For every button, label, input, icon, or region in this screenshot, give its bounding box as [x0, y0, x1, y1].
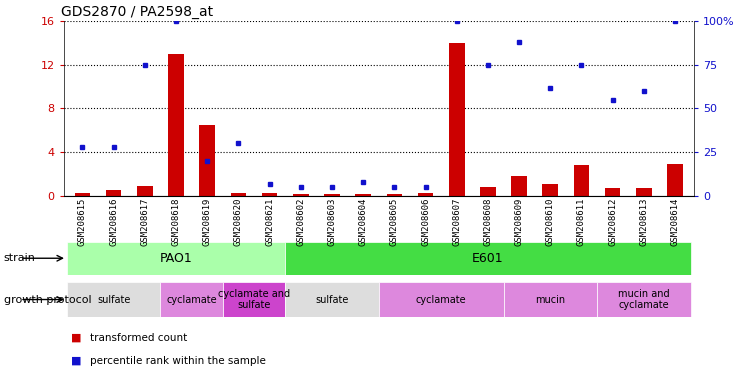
Bar — [668, 164, 682, 196]
Bar — [636, 188, 652, 196]
Bar — [597, 282, 691, 317]
Bar — [64, 196, 694, 201]
Bar — [230, 192, 246, 196]
Text: cyclamate: cyclamate — [166, 295, 217, 305]
Bar — [386, 194, 402, 196]
Text: cyclamate and
sulfate: cyclamate and sulfate — [218, 289, 290, 310]
Bar — [293, 194, 308, 196]
Bar — [503, 282, 597, 317]
Bar — [223, 282, 285, 317]
Text: strain: strain — [4, 253, 36, 263]
Bar — [480, 187, 496, 196]
Bar — [75, 192, 90, 196]
Text: sulfate: sulfate — [315, 295, 349, 305]
Text: mucin and
cyclamate: mucin and cyclamate — [618, 289, 670, 310]
Bar — [285, 282, 379, 317]
Bar — [106, 190, 122, 196]
Bar — [574, 165, 590, 196]
Text: mucin: mucin — [536, 295, 566, 305]
Text: growth protocol: growth protocol — [4, 295, 92, 305]
Text: sulfate: sulfate — [97, 295, 130, 305]
Bar — [449, 43, 464, 196]
Text: cyclamate: cyclamate — [416, 295, 466, 305]
Bar — [137, 186, 153, 196]
Bar — [200, 125, 215, 196]
Bar — [168, 54, 184, 196]
Bar — [418, 192, 434, 196]
Text: ■: ■ — [71, 356, 82, 366]
Bar — [262, 192, 278, 196]
Text: transformed count: transformed count — [90, 333, 188, 343]
Bar — [356, 194, 371, 196]
Bar — [542, 184, 558, 196]
Text: PAO1: PAO1 — [160, 252, 193, 265]
Text: E601: E601 — [472, 252, 504, 265]
Bar — [324, 194, 340, 196]
Bar — [512, 176, 527, 196]
Bar — [604, 188, 620, 196]
Bar — [160, 282, 223, 317]
Bar — [67, 282, 160, 317]
Bar — [67, 242, 285, 275]
Text: ■: ■ — [71, 333, 82, 343]
Text: GDS2870 / PA2598_at: GDS2870 / PA2598_at — [61, 5, 213, 19]
Bar — [285, 242, 691, 275]
Text: percentile rank within the sample: percentile rank within the sample — [90, 356, 266, 366]
Bar — [379, 282, 503, 317]
